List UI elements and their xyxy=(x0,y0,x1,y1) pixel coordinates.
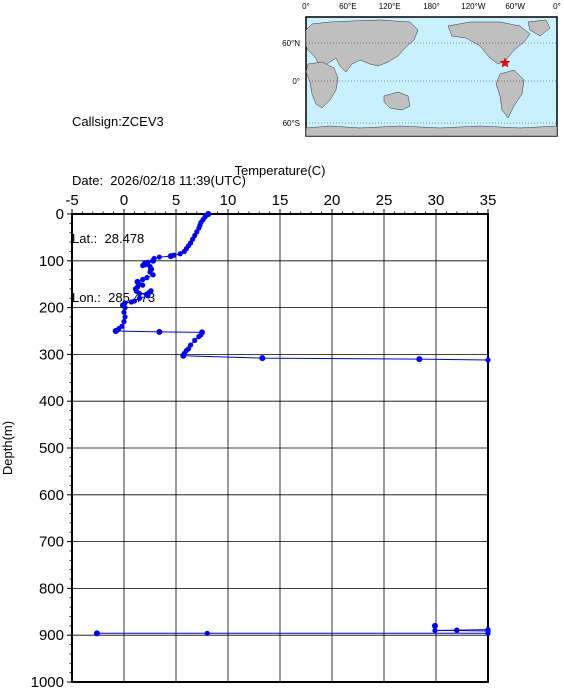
data-marker xyxy=(416,356,423,363)
data-marker xyxy=(141,261,148,268)
x-tick-label: 25 xyxy=(376,192,393,209)
profile-point xyxy=(150,272,156,278)
data-marker xyxy=(156,328,163,335)
x-tick-label: 35 xyxy=(480,192,497,209)
profile-point xyxy=(204,630,210,636)
data-marker xyxy=(205,211,212,217)
map-lon-label: 120°W xyxy=(461,2,486,11)
profile-point xyxy=(181,248,187,255)
profile-point xyxy=(156,254,162,260)
profile-point xyxy=(137,295,143,301)
data-marker xyxy=(112,328,119,334)
profile-point xyxy=(137,290,143,297)
chart-grid xyxy=(71,213,489,683)
data-marker xyxy=(134,278,141,285)
y-axis-ticks: 0 100 200 300 400 500 600 700 800 900 1000 xyxy=(31,206,72,690)
longitude-text: Lon.: 285.473 xyxy=(72,289,156,305)
profile-point xyxy=(128,299,134,305)
map-lon-label: 120°E xyxy=(379,2,401,11)
station-info: Callsign:ZCEV3 Date: 2026/02/18 11:39(UT… xyxy=(72,73,246,327)
y-tick-label: 900 xyxy=(39,627,64,644)
station-location-star xyxy=(499,57,511,68)
profile-point xyxy=(121,319,127,325)
map-longitude-labels: 0° 60°E 120°E 180° 120°W 60°W 0° xyxy=(302,2,561,11)
location-map: 0° 60°E 120°E 180° 120°W 60°W 0° 60°N 0° 60°S xyxy=(282,2,561,137)
y-tick-label: 200 xyxy=(39,300,64,317)
x-tick-label: 30 xyxy=(428,192,445,209)
profile-point xyxy=(148,288,154,294)
profile-point xyxy=(140,282,146,288)
profile-point xyxy=(196,334,202,340)
profile-point xyxy=(144,275,150,281)
map-latitude-labels: 60°N 0° 60°S xyxy=(282,39,300,128)
map-lat-label: 0° xyxy=(292,77,300,86)
profile-point xyxy=(121,309,127,315)
profile-point xyxy=(122,314,128,320)
x-axis-title: Temperature(C) xyxy=(234,163,325,178)
y-tick-label: 700 xyxy=(39,534,64,551)
y-tick-label: 0 xyxy=(56,206,64,223)
y-tick-label: 800 xyxy=(39,580,64,597)
data-marker xyxy=(180,352,187,359)
profile-point xyxy=(485,357,491,363)
data-marker xyxy=(93,630,100,637)
data-marker xyxy=(199,329,205,336)
profile-point xyxy=(432,627,438,634)
x-tick-label: 5 xyxy=(172,192,180,209)
map-lon-label: 0° xyxy=(553,2,561,11)
map-lat-label: 60°S xyxy=(283,119,300,128)
data-marker xyxy=(167,253,174,260)
profile-line xyxy=(115,213,489,361)
y-tick-label: 500 xyxy=(39,440,64,457)
y-tick-label: 400 xyxy=(39,393,64,410)
data-marker xyxy=(148,266,155,273)
data-marker xyxy=(119,302,126,309)
callsign-text: Callsign:ZCEV3 xyxy=(72,114,164,129)
x-tick-label: 0 xyxy=(120,192,128,209)
map-lon-label: 60°E xyxy=(339,2,356,11)
profile-point xyxy=(192,337,198,343)
y-tick-label: 300 xyxy=(39,346,64,363)
map-lon-label: 180° xyxy=(423,2,440,11)
map-land xyxy=(305,19,558,137)
x-tick-label: -5 xyxy=(65,192,78,209)
data-marker xyxy=(143,291,150,298)
profile-markers xyxy=(93,211,438,637)
y-tick-label: 100 xyxy=(39,253,64,270)
profile-point xyxy=(454,627,460,634)
profile-series xyxy=(94,211,491,636)
profile-point xyxy=(140,276,146,283)
x-axis-ticks: -5 0 5 10 15 20 25 30 35 xyxy=(65,192,496,214)
x-tick-label: 15 xyxy=(272,192,289,209)
map-lon-label: 60°W xyxy=(505,2,525,11)
data-marker xyxy=(259,355,266,362)
x-tick-label: 10 xyxy=(220,192,237,209)
profile-line xyxy=(434,629,489,632)
date-text: Date: 2026/02/18 11:39(UTC) xyxy=(72,172,246,188)
y-axis-title: Depth(m) xyxy=(0,421,15,475)
y-tick-label: 600 xyxy=(39,487,64,504)
y-tick-label: 1000 xyxy=(31,674,64,690)
map-lat-label: 60°N xyxy=(282,39,300,48)
data-marker xyxy=(150,257,157,264)
profile-point xyxy=(485,630,491,636)
data-marker xyxy=(431,622,438,629)
profile-point xyxy=(177,251,183,257)
x-tick-label: 20 xyxy=(324,192,341,209)
map-lon-label: 0° xyxy=(302,2,310,11)
